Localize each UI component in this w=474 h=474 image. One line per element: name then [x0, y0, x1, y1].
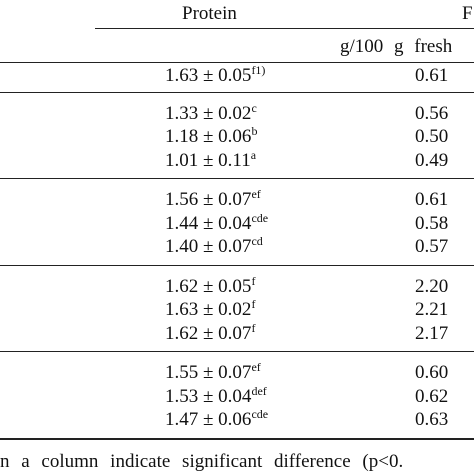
protein-cell: 1.62 ± 0.07f: [165, 320, 256, 344]
protein-cell: 1.47 ± 0.06cde: [165, 407, 269, 430]
significance-letter: ef: [251, 360, 261, 374]
rule: [0, 438, 474, 440]
significance-letter: f: [251, 320, 256, 335]
protein-value: 1.63 ± 0.02: [165, 299, 252, 320]
protein-cell: 1.55 ± 0.07ef: [165, 360, 261, 383]
protein-value: 1.53 ± 0.04: [165, 385, 252, 407]
protein-cell: 1.44 ± 0.04cde: [165, 210, 269, 234]
protein-cell: 1.63 ± 0.02f: [165, 297, 256, 320]
rule: [0, 351, 474, 352]
protein-value: 1.01 ± 0.11: [165, 149, 251, 171]
significance-letter: f: [251, 273, 256, 288]
protein-value: 1.62 ± 0.07: [165, 322, 252, 344]
protein-cell: 1.56 ± 0.07ef: [165, 187, 261, 210]
protein-cell: 1.01 ± 0.11a: [165, 147, 257, 171]
rule: [95, 28, 474, 29]
significance-letter: ef: [251, 187, 261, 201]
protein-value: 1.33 ± 0.02: [165, 102, 252, 124]
protein-cell: 1.62 ± 0.05f: [165, 273, 256, 297]
value-cell: 0.63: [415, 409, 449, 430]
value-cell: 0.61: [415, 65, 449, 86]
value-cell: 2.20: [415, 275, 449, 297]
protein-value: 1.55 ± 0.07: [165, 362, 252, 383]
significance-letter: cd: [251, 234, 263, 248]
rule: [0, 92, 474, 93]
significance-letter: def: [251, 383, 267, 398]
footnote: n a column indicate significant differen…: [0, 451, 404, 472]
rule: [0, 178, 474, 179]
protein-value: 1.63 ± 0.05: [165, 65, 252, 86]
protein-cell: 1.18 ± 0.06b: [165, 124, 258, 147]
value-cell: 2.17: [415, 322, 449, 344]
value-cell: 0.60: [415, 362, 449, 383]
protein-value: 1.56 ± 0.07: [165, 189, 252, 210]
protein-value: 1.47 ± 0.06: [165, 409, 252, 430]
value-cell: 0.49: [415, 149, 449, 171]
significance-letter: b: [251, 124, 258, 138]
value-cell: 0.62: [415, 385, 449, 407]
value-cell: 0.61: [415, 189, 449, 210]
rule: [0, 62, 474, 63]
value-cell: 0.56: [415, 102, 449, 124]
significance-letter: f: [251, 297, 256, 311]
value-cell: 0.58: [415, 212, 449, 234]
significance-letter: cde: [251, 407, 269, 421]
protein-cell: 1.63 ± 0.05f1): [165, 63, 266, 86]
protein-value: 1.62 ± 0.05: [165, 275, 252, 297]
protein-cell: 1.53 ± 0.04def: [165, 383, 267, 407]
significance-letter: c: [251, 100, 257, 115]
value-cell: 0.57: [415, 236, 449, 257]
protein-value: 1.44 ± 0.04: [165, 212, 252, 234]
protein-value: 1.18 ± 0.06: [165, 126, 252, 147]
column-header: F: [462, 3, 473, 24]
significance-letter: cde: [251, 210, 269, 225]
value-cell: 0.50: [415, 126, 449, 147]
column-header: Protein: [182, 3, 237, 24]
significance-letter: a: [250, 147, 257, 162]
protein-cell: 1.33 ± 0.02c: [165, 100, 257, 124]
unit-header: g/100 g fresh: [340, 36, 453, 57]
protein-cell: 1.40 ± 0.07cd: [165, 234, 263, 257]
value-cell: 2.21: [415, 299, 449, 320]
protein-value: 1.40 ± 0.07: [165, 236, 252, 257]
rule: [0, 265, 474, 266]
significance-letter: f1): [251, 63, 266, 77]
